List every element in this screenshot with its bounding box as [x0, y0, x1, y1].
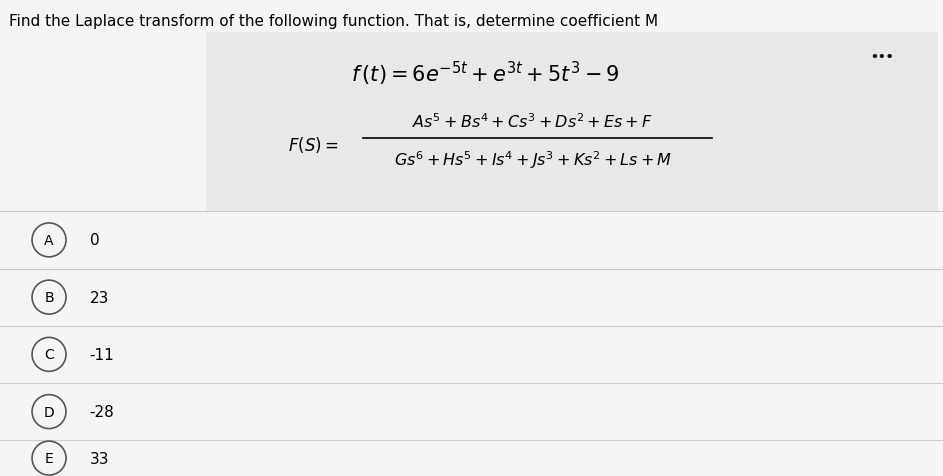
Text: Find the Laplace transform of the following function. That is, determine coeffic: Find the Laplace transform of the follow…: [9, 14, 658, 29]
FancyBboxPatch shape: [207, 33, 769, 212]
Text: -28: -28: [90, 404, 114, 419]
Text: 33: 33: [90, 451, 109, 466]
Text: E: E: [44, 451, 54, 465]
Text: $As^5 + Bs^4 + Cs^3 + Ds^2 + Es + F$: $As^5 + Bs^4 + Cs^3 + Ds^2 + Es + F$: [412, 112, 653, 131]
Text: $Gs^6 + Hs^5 + Is^4 + Js^3 + Ks^2 + Ls + M$: $Gs^6 + Hs^5 + Is^4 + Js^3 + Ks^2 + Ls +…: [394, 149, 671, 170]
Text: •••: •••: [869, 50, 894, 64]
Text: B: B: [44, 290, 54, 305]
Text: C: C: [44, 347, 54, 362]
Text: $F(S) =$: $F(S) =$: [288, 135, 339, 155]
FancyBboxPatch shape: [769, 33, 938, 212]
Text: 23: 23: [90, 290, 109, 305]
Text: D: D: [43, 405, 55, 419]
Text: 0: 0: [90, 233, 99, 248]
Text: -11: -11: [90, 347, 114, 362]
Text: $f\,(t) = 6e^{-5t} + e^{3t} + 5t^3 - 9$: $f\,(t) = 6e^{-5t} + e^{3t} + 5t^3 - 9$: [351, 60, 620, 88]
Text: A: A: [44, 233, 54, 248]
